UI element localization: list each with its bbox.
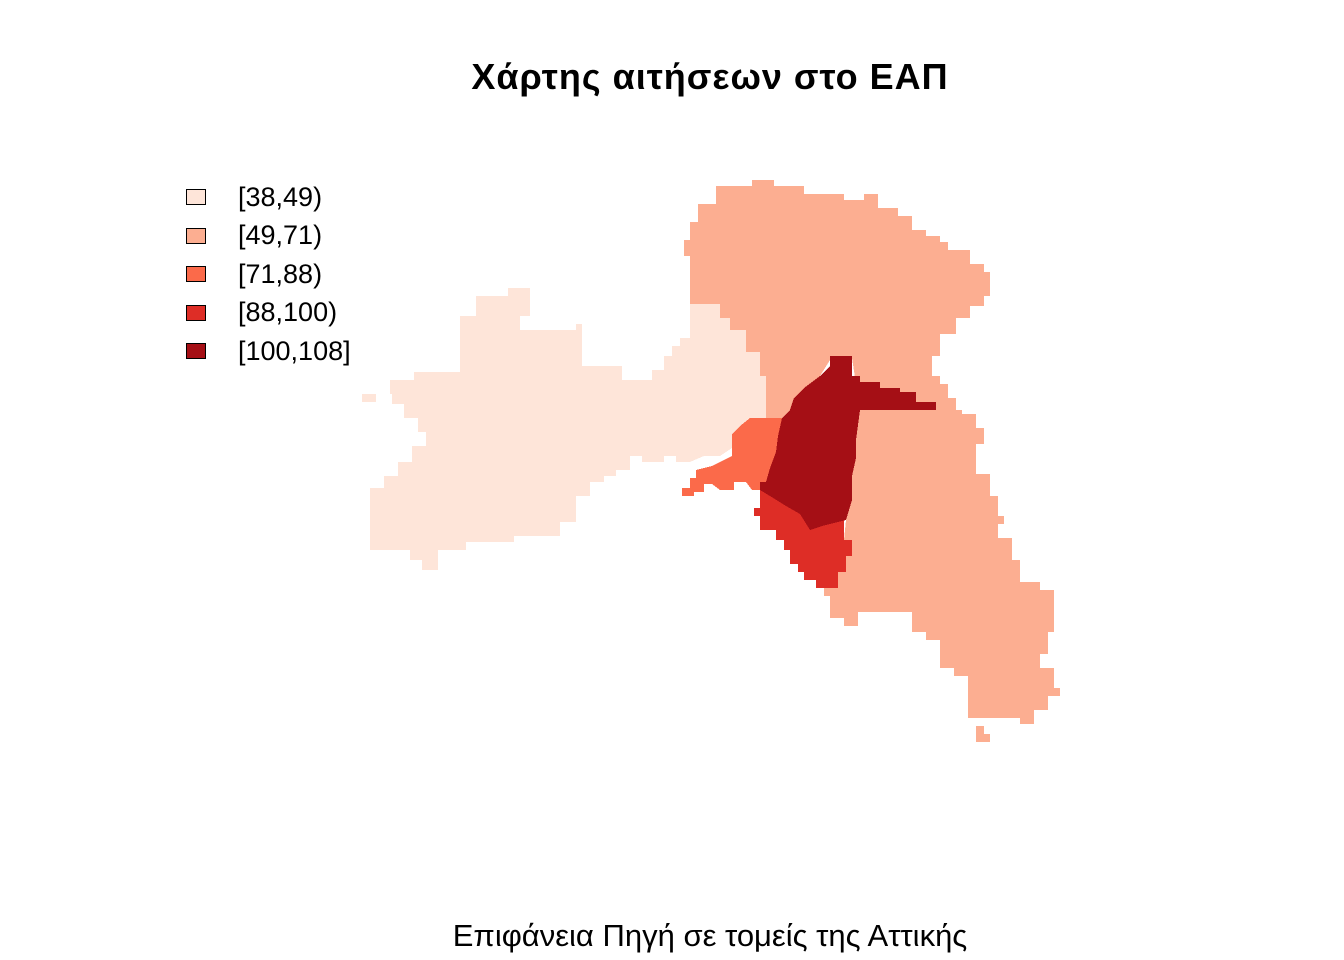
region-east-attica xyxy=(824,410,1060,724)
legend-item: [71,88) xyxy=(186,255,351,294)
legend-swatch xyxy=(186,189,206,206)
legend-item: [38,49) xyxy=(186,178,351,217)
legend-label: [38,49) xyxy=(238,181,323,212)
region-east-attica-islet xyxy=(976,726,990,742)
legend-swatch xyxy=(186,227,206,244)
legend-swatch xyxy=(186,304,206,321)
map-caption: Επιφάνεια Πηγή σε τομείς της Αττικής xyxy=(452,918,968,953)
legend-item: [49,71) xyxy=(186,217,351,256)
region-west-attica xyxy=(362,288,766,570)
region-north-east-attica xyxy=(684,180,990,418)
legend-label: [88,100) xyxy=(238,297,338,328)
legend-item: [100,108] xyxy=(186,332,351,371)
region-central-athens xyxy=(760,356,936,530)
legend-item: [88,100) xyxy=(186,294,351,333)
legend: [38,49) [49,71) [71,88) [88,100) [100,10… xyxy=(186,178,351,371)
legend-label: [100,108] xyxy=(238,335,351,366)
legend-label: [71,88) xyxy=(238,258,323,289)
legend-swatch xyxy=(186,266,206,283)
region-south-athens xyxy=(754,490,852,588)
legend-label: [49,71) xyxy=(238,220,323,251)
map-title: Χάρτης αιτήσεων στο ΕΑΠ xyxy=(471,56,949,97)
legend-swatch xyxy=(186,343,206,360)
region-piraeus xyxy=(682,418,782,496)
